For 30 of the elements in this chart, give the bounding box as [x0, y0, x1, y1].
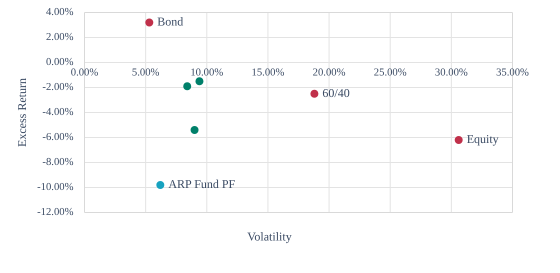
y-axis-title: Excess Return	[15, 78, 30, 147]
y-tick-label: -8.00%	[42, 157, 74, 168]
x-tick-label: 15.00%	[252, 68, 284, 78]
point	[310, 90, 318, 98]
series-label: ARP Fund PF	[168, 177, 236, 191]
x-tick-label: 30.00%	[434, 68, 468, 78]
x-axis-title: Volatility	[247, 230, 292, 244]
x-tick-label: 35.00%	[496, 68, 530, 78]
point	[195, 77, 204, 86]
x-tick-label: 20.00%	[312, 68, 346, 78]
series-label: Equity	[466, 132, 499, 146]
point	[183, 82, 192, 90]
x-tick-label: 25.00%	[374, 68, 407, 78]
point	[454, 136, 463, 144]
y-tick-label: -4.00%	[42, 107, 74, 118]
series-label: Bond	[157, 14, 184, 28]
x-tick-label: 10.00%	[190, 68, 224, 78]
point	[190, 126, 199, 134]
x-tick-label: 5.00%	[132, 68, 160, 78]
x-tick-label: 0.00%	[70, 68, 98, 78]
y-tick-label: -12.00%	[37, 207, 74, 218]
y-tick-label: -6.00%	[42, 132, 74, 143]
y-tick-label: -2.00%	[42, 82, 74, 93]
y-tick-label: 2.00%	[46, 32, 74, 43]
y-tick-label: 4.00%	[46, 7, 74, 18]
point	[145, 18, 154, 26]
y-tick-label: -10.00%	[37, 182, 74, 193]
y-tick-label: 0.00%	[46, 57, 74, 68]
point	[156, 181, 164, 189]
series-label: 60/40	[322, 86, 350, 100]
